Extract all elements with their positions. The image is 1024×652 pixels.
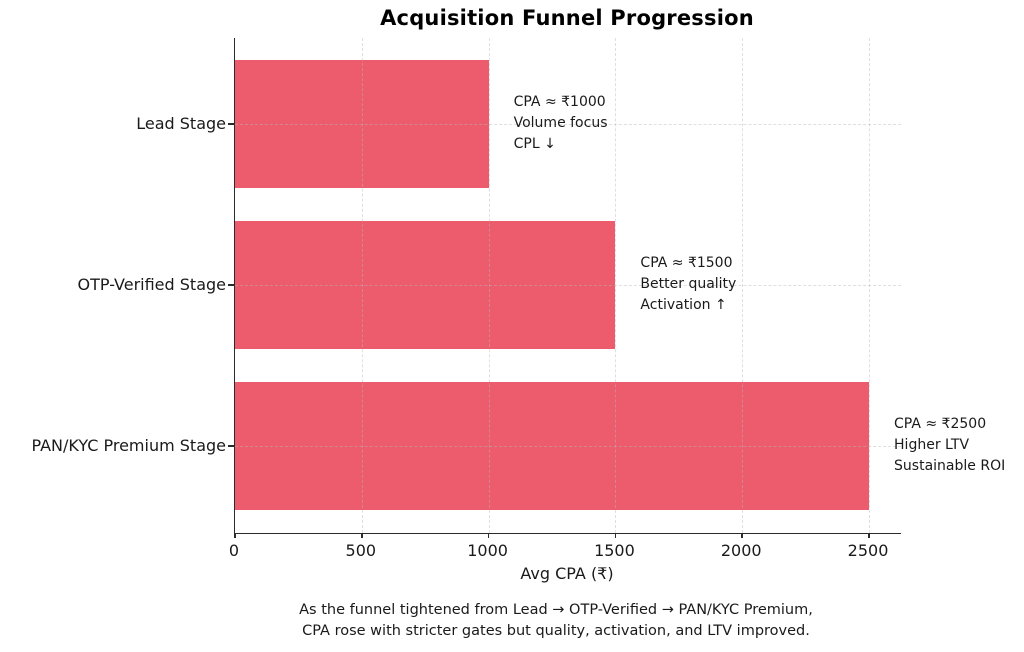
bar (235, 60, 489, 188)
chart-footer-caption: As the funnel tightened from Lead → OTP-… (156, 600, 956, 642)
bar-annotation: CPA ≈ ₹2500 Higher LTV Sustainable ROI (894, 414, 1005, 477)
x-tick-label: 500 (345, 541, 377, 560)
plot-area (228, 38, 901, 538)
gridline-vertical (742, 38, 744, 533)
gridline-horizontal (235, 285, 901, 286)
x-tick-label: 0 (228, 541, 240, 560)
footer-line-1: As the funnel tightened from Lead → OTP-… (299, 602, 813, 618)
x-tick-mark (487, 533, 490, 538)
annotation-line: Higher LTV (894, 437, 970, 453)
annotation-line: CPA ≈ ₹1500 (640, 255, 733, 271)
gridline-vertical (361, 38, 363, 533)
y-tick-label: PAN/KYC Premium Stage (31, 436, 226, 455)
bar-annotation: CPA ≈ ₹1000 Volume focus CPL ↓ (514, 92, 608, 155)
bar-annotation: CPA ≈ ₹1500 Better quality Activation ↑ (640, 253, 736, 316)
x-tick-mark (741, 533, 744, 538)
gridline-vertical (615, 38, 617, 533)
x-tick-mark (614, 533, 617, 538)
x-tick-label: 1000 (467, 541, 508, 560)
annotation-line: Better quality (640, 276, 737, 292)
gridline-horizontal (235, 446, 901, 447)
chart-title: Acquisition Funnel Progression (380, 6, 754, 30)
y-tick-mark (228, 284, 234, 286)
y-tick-mark (228, 123, 234, 125)
x-tick-mark (234, 533, 236, 538)
annotation-line: Sustainable ROI (894, 458, 1006, 474)
x-axis-title: Avg CPA (₹) (520, 564, 614, 583)
annotation-line: Volume focus (513, 115, 608, 131)
footer-line-2: CPA rose with stricter gates but quality… (302, 623, 810, 639)
annotation-line: Activation ↑ (640, 297, 727, 313)
x-tick-label: 1500 (594, 541, 635, 560)
annotation-line: CPA ≈ ₹1000 (513, 94, 606, 110)
y-tick-label: Lead Stage (136, 114, 226, 133)
y-tick-mark (228, 445, 234, 447)
x-tick-mark (361, 533, 363, 538)
gridline-horizontal (235, 124, 901, 125)
gridline-vertical (869, 38, 871, 533)
x-tick-label: 2000 (720, 541, 762, 560)
annotation-line: CPL ↓ (513, 136, 556, 152)
x-tick-label: 2500 (847, 541, 889, 560)
bar (235, 382, 870, 510)
y-axis-labels: Lead Stage OTP-Verified Stage PAN/KYC Prem… (0, 38, 226, 533)
gridline-vertical (488, 38, 490, 533)
annotation-line: CPA ≈ ₹2500 (894, 416, 987, 432)
x-axis-tick-labels: 0 500 1000 1500 2000 2500 (0, 541, 1024, 563)
y-tick-label: OTP-Verified Stage (77, 275, 226, 294)
x-tick-mark (868, 533, 870, 538)
bar (235, 221, 616, 349)
